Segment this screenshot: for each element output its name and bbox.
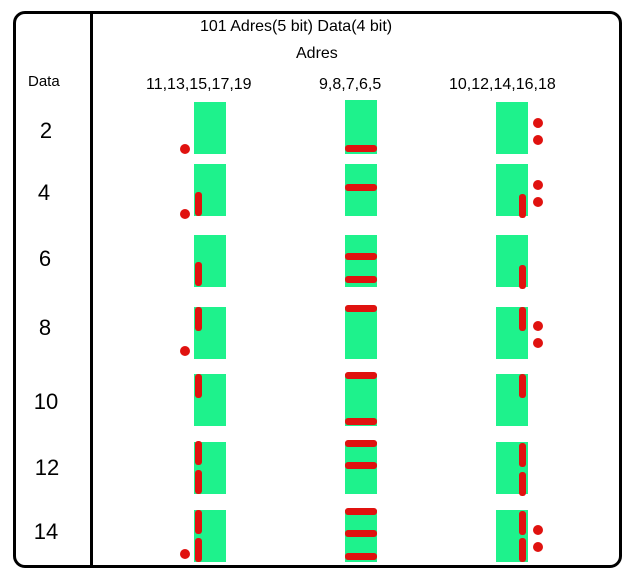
segment-bar [345,253,377,260]
divider-line [90,14,93,566]
segment-bar [345,462,377,469]
segment-bar [195,470,202,494]
segment-bar [345,372,377,379]
segment-bar [519,472,526,496]
colon-dot [533,118,543,128]
segment-bar [345,530,377,537]
data-column-header: Data [28,73,60,90]
segment-bar [195,441,202,465]
segment-bar [345,508,377,515]
outer-frame [13,11,622,568]
row-label: 6 [38,246,52,271]
colon-dot [533,135,543,145]
segment-bar [195,307,202,331]
row-label: 14 [33,519,59,544]
segment-bar [519,443,526,467]
segment-bar [195,192,202,216]
column-header-left: 11,13,15,17,19 [146,76,252,93]
diagram-title: 101 Adres(5 bit) Data(4 bit) [200,18,393,35]
segment-bar [345,440,377,447]
segment-bar [519,511,526,535]
segment-bar [345,184,377,191]
decimal-point [180,346,190,356]
segment-cell [496,102,528,154]
decimal-point [180,144,190,154]
segment-bar [345,418,377,425]
colon-dot [533,525,543,535]
colon-dot [533,542,543,552]
diagram-subtitle: Adres [296,45,338,62]
colon-dot [533,180,543,190]
segment-bar [345,145,377,152]
segment-bar [519,194,526,218]
row-label: 12 [34,455,60,480]
segment-cell [194,102,226,154]
column-header-right: 10,12,14,16,18 [449,76,556,93]
colon-dot [533,197,543,207]
row-label: 2 [39,118,53,143]
segment-bar [195,538,202,562]
segment-bar [195,374,202,398]
row-label: 10 [33,389,59,414]
decimal-point [180,209,190,219]
segment-bar [345,305,377,312]
segment-bar [195,262,202,286]
segment-bar [519,538,526,562]
segment-bar [345,276,377,283]
segment-cell [345,307,377,359]
colon-dot [533,338,543,348]
row-label: 8 [38,315,52,340]
segment-bar [519,265,526,289]
segment-cell [345,374,377,426]
segment-bar [519,307,526,331]
segment-bar [345,553,377,560]
colon-dot [533,321,543,331]
column-header-middle: 9,8,7,6,5 [319,76,382,93]
decimal-point [180,549,190,559]
segment-bar [519,374,526,398]
segment-bar [195,510,202,534]
row-label: 4 [37,180,51,205]
